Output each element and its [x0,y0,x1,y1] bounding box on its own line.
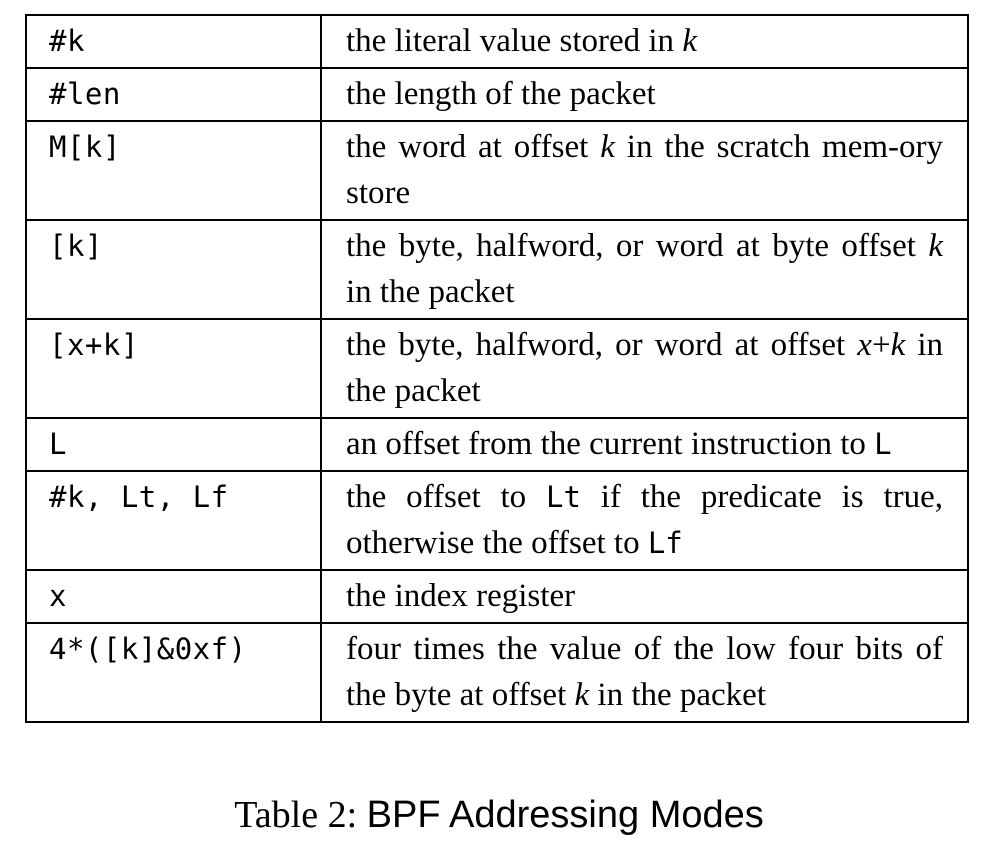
italic-term: x [857,327,872,363]
table-row: x the index register [25,569,969,624]
mode-syntax: L [25,417,322,472]
description-text: in the packet [589,677,766,713]
table-caption: Table 2: BPF Addressing Modes [0,790,998,840]
mode-syntax: 4*([k]&0xf) [25,622,322,723]
description-text: in the scratch mem-ory store [346,129,943,211]
code-term: Lf [647,526,683,560]
description-text: an offset from the current instruction t… [346,426,875,462]
mode-syntax: #k, Lt, Lf [25,470,322,571]
description-text: the index register [346,578,576,614]
mode-description: the byte, halfword, or word at offset x+… [320,318,969,419]
mode-description: the literal value stored in k [320,14,969,69]
italic-term: k [928,228,943,264]
code-term: Lt [546,480,581,514]
italic-term: k [574,677,590,713]
table-row: L an offset from the current instruction… [25,417,969,472]
code-term: L [874,427,892,461]
table-row: #k, Lt, Lf the offset to Lt if the predi… [25,470,969,571]
mode-syntax: [k] [25,219,322,320]
description-text: in the packet [346,327,944,409]
mode-description: the offset to Lt if the predicate is tru… [320,470,969,571]
italic-term: k [890,327,906,363]
table-row: [x+k] the byte, halfword, or word at off… [25,318,969,419]
mode-description: the word at offset k in the scratch mem-… [320,120,969,221]
table-row: 4*([k]&0xf) four times the value of the … [25,622,969,723]
mode-syntax: M[k] [25,120,322,221]
description-text: the length of the packet [346,76,656,112]
italic-term: k [682,23,697,59]
table-row: #k the literal value stored in k [25,14,969,69]
mode-description: an offset from the current instruction t… [320,417,969,472]
description-text: in the packet [346,274,515,310]
mode-syntax: x [25,569,322,624]
mode-syntax: #k [25,14,322,69]
caption-title: BPF Addressing Modes [366,794,764,836]
mode-syntax: #len [25,67,322,122]
description-text: the word at offset [346,129,601,165]
description-text: the offset to [346,479,546,515]
description-text: the byte, halfword, or word at offset [346,327,858,363]
description-text: four times the value of the low four bit… [346,631,943,713]
description-text: + [871,327,891,363]
description-text: if the predicate is true, otherwise the … [346,479,943,561]
description-text: the literal value stored in [346,23,683,59]
mode-description: the index register [320,569,969,624]
mode-description: the byte, halfword, or word at byte offs… [320,219,969,320]
addressing-modes-table: #k the literal value stored in k #len th… [25,14,969,723]
mode-syntax: [x+k] [25,318,322,419]
mode-description: four times the value of the low four bit… [320,622,969,723]
table-row: [k] the byte, halfword, or word at byte … [25,219,969,320]
caption-label: Table 2: [234,794,358,836]
italic-term: k [600,129,615,165]
table-row: M[k] the word at offset k in the scratch… [25,120,969,221]
table-row: #len the length of the packet [25,67,969,122]
mode-description: the length of the packet [320,67,969,122]
description-text: the byte, halfword, or word at byte offs… [346,228,929,264]
